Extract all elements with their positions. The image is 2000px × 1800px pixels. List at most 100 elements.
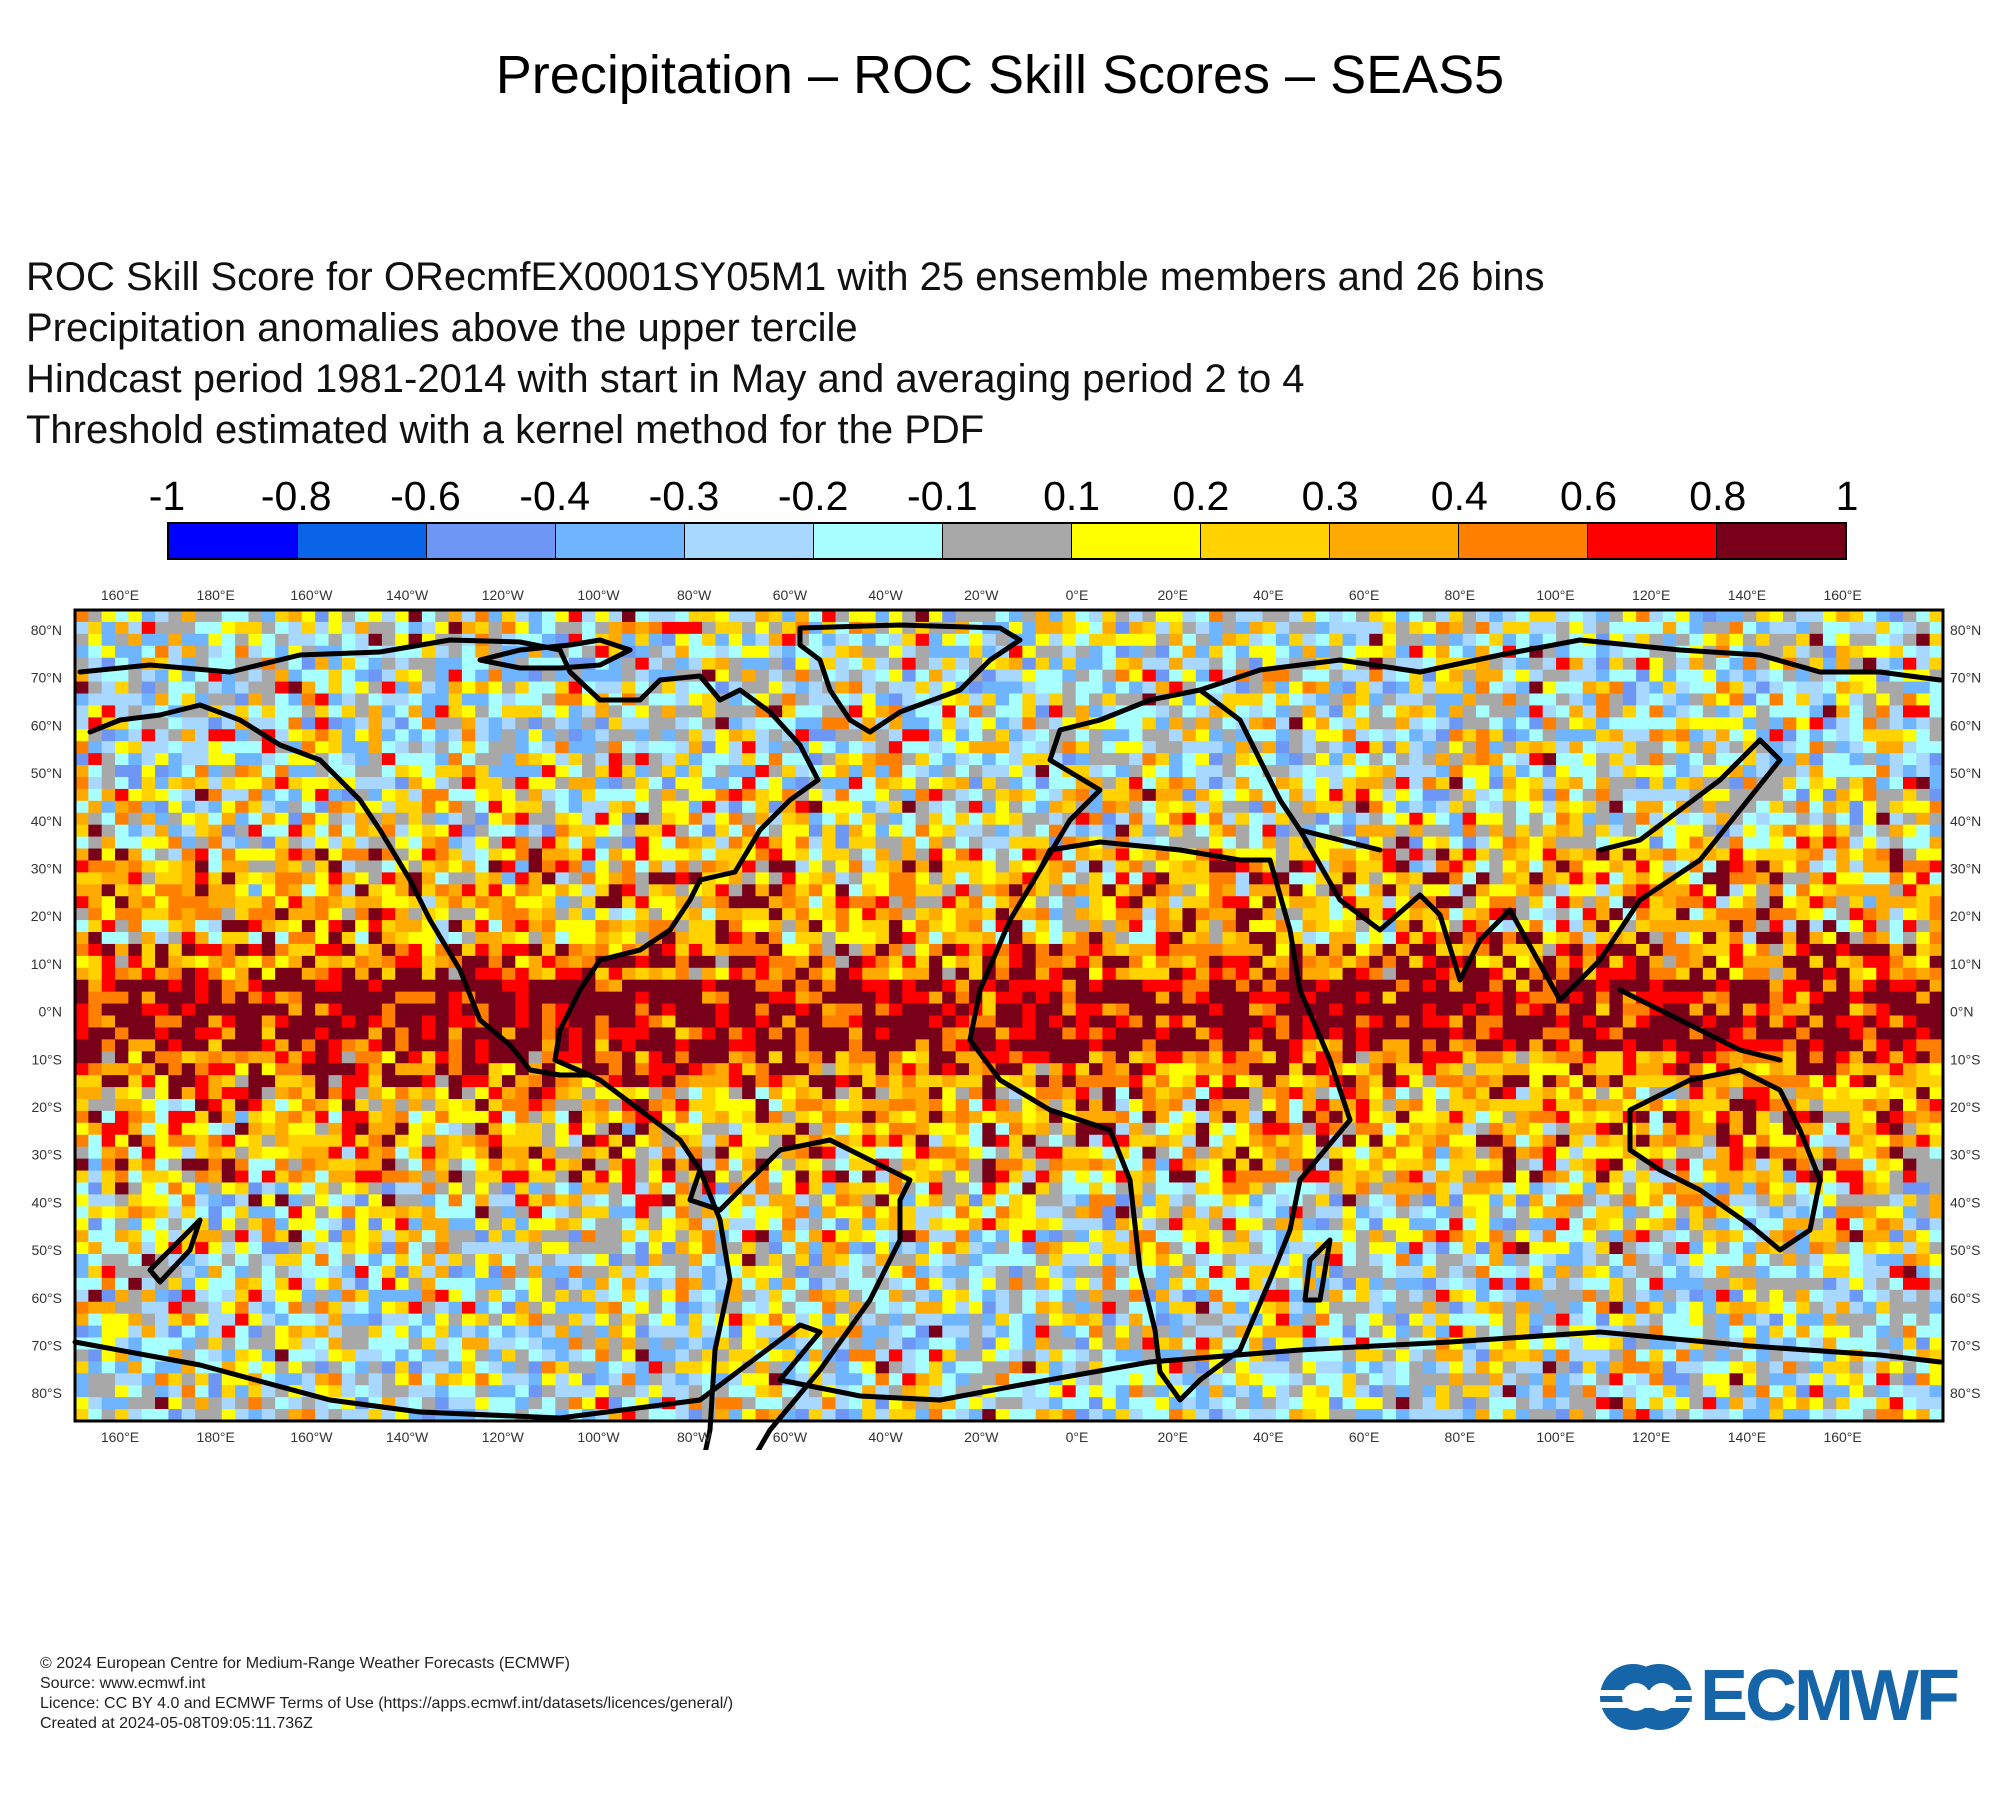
grid-cell: [595, 896, 610, 909]
grid-cell: [1702, 693, 1717, 707]
grid-cell: [1129, 991, 1144, 1005]
grid-cell: [1902, 610, 1917, 623]
grid-cell: [928, 884, 943, 897]
grid-cell: [155, 896, 169, 909]
grid-cell: [1822, 610, 1837, 623]
grid-cell: [702, 621, 717, 635]
grid-cell: [395, 657, 410, 671]
grid-cell: [648, 836, 663, 850]
grid-cell: [888, 741, 903, 754]
grid-cell: [515, 872, 530, 885]
grid-cell: [888, 657, 903, 671]
grid-cell: [995, 824, 1010, 838]
grid-cell: [608, 908, 623, 921]
grid-cell: [221, 800, 236, 814]
grid-cell: [1756, 693, 1771, 707]
grid-cell: [648, 705, 663, 718]
legend-swatch: [814, 524, 943, 558]
grid-cell: [115, 621, 129, 635]
grid-cell: [662, 812, 677, 826]
grid-cell: [288, 633, 303, 647]
grid-cell: [1782, 610, 1797, 623]
grid-cell: [768, 765, 783, 778]
grid-cell: [1075, 908, 1090, 921]
grid-cell: [1729, 741, 1744, 754]
grid-cell: [622, 860, 636, 873]
grid-cell: [1476, 729, 1490, 742]
grid-cell: [808, 1015, 823, 1029]
grid-cell: [328, 1015, 343, 1029]
grid-cell: [1395, 812, 1410, 826]
grid-cell: [1702, 884, 1717, 897]
grid-cell: [1609, 681, 1624, 695]
grid-cell: [1075, 860, 1090, 873]
grid-cell: [1742, 812, 1757, 826]
grid-cell: [1289, 633, 1304, 647]
grid-cell: [1876, 896, 1891, 909]
grid-cell: [662, 967, 677, 981]
grid-cell: [488, 908, 503, 921]
grid-cell: [875, 967, 890, 981]
color-legend: [167, 522, 1847, 560]
grid-cell: [1729, 681, 1744, 695]
grid-cell: [408, 657, 423, 671]
grid-cell: [1262, 681, 1277, 695]
grid-cell: [568, 729, 583, 742]
grid-cell: [1889, 788, 1904, 802]
grid-cell: [835, 776, 850, 790]
grid-cell: [1556, 657, 1570, 671]
grid-cell: [1809, 741, 1824, 754]
grid-cell: [1662, 943, 1677, 957]
grid-cell: [248, 908, 263, 921]
grid-cell: [1742, 979, 1757, 993]
grid-cell: [835, 836, 850, 850]
grid-cell: [1182, 705, 1197, 718]
grid-cell: [1329, 633, 1344, 647]
grid-cell: [1449, 812, 1464, 826]
grid-cell: [1289, 645, 1304, 659]
grid-cell: [1249, 657, 1264, 671]
grid-cell: [848, 836, 863, 850]
grid-cell: [381, 872, 396, 885]
grid-cell: [675, 610, 690, 623]
grid-cell: [1542, 621, 1557, 635]
grid-cell: [1836, 610, 1851, 623]
grid-cell: [595, 860, 610, 873]
grid-cell: [515, 955, 530, 969]
grid-cell: [555, 765, 570, 778]
grid-cell: [1929, 908, 1944, 921]
grid-cell: [1636, 765, 1651, 778]
grid-cell: [475, 1027, 490, 1040]
grid-cell: [568, 824, 583, 838]
grid-cell: [1275, 765, 1290, 778]
grid-cell: [1782, 848, 1797, 862]
grid-cell: [368, 729, 383, 742]
grid-cell: [742, 776, 757, 790]
grid-cell: [1782, 693, 1797, 707]
grid-cell: [1876, 1015, 1891, 1029]
grid-cell: [328, 848, 343, 862]
grid-cell: [902, 943, 917, 957]
grid-cell: [328, 693, 343, 707]
grid-cell: [888, 979, 903, 993]
grid-cell: [688, 824, 703, 838]
grid-cell: [862, 800, 877, 814]
grid-cell: [1009, 681, 1023, 695]
grid-cell: [1849, 812, 1864, 826]
grid-cell: [1049, 705, 1063, 718]
grid-cell: [928, 812, 943, 826]
grid-cell: [1796, 633, 1811, 647]
grid-cell: [275, 955, 290, 969]
grid-cell: [435, 610, 450, 623]
grid-cell: [488, 729, 503, 742]
grid-cell: [1502, 753, 1517, 766]
grid-cell: [1716, 967, 1731, 981]
grid-cell: [608, 979, 623, 993]
grid-cell: [928, 645, 943, 659]
grid-cell: [675, 991, 690, 1005]
grid-cell: [968, 955, 983, 969]
grid-cell: [461, 657, 476, 671]
grid-cell: [808, 669, 823, 683]
grid-cell: [1329, 991, 1344, 1005]
grid-cell: [1022, 920, 1037, 933]
